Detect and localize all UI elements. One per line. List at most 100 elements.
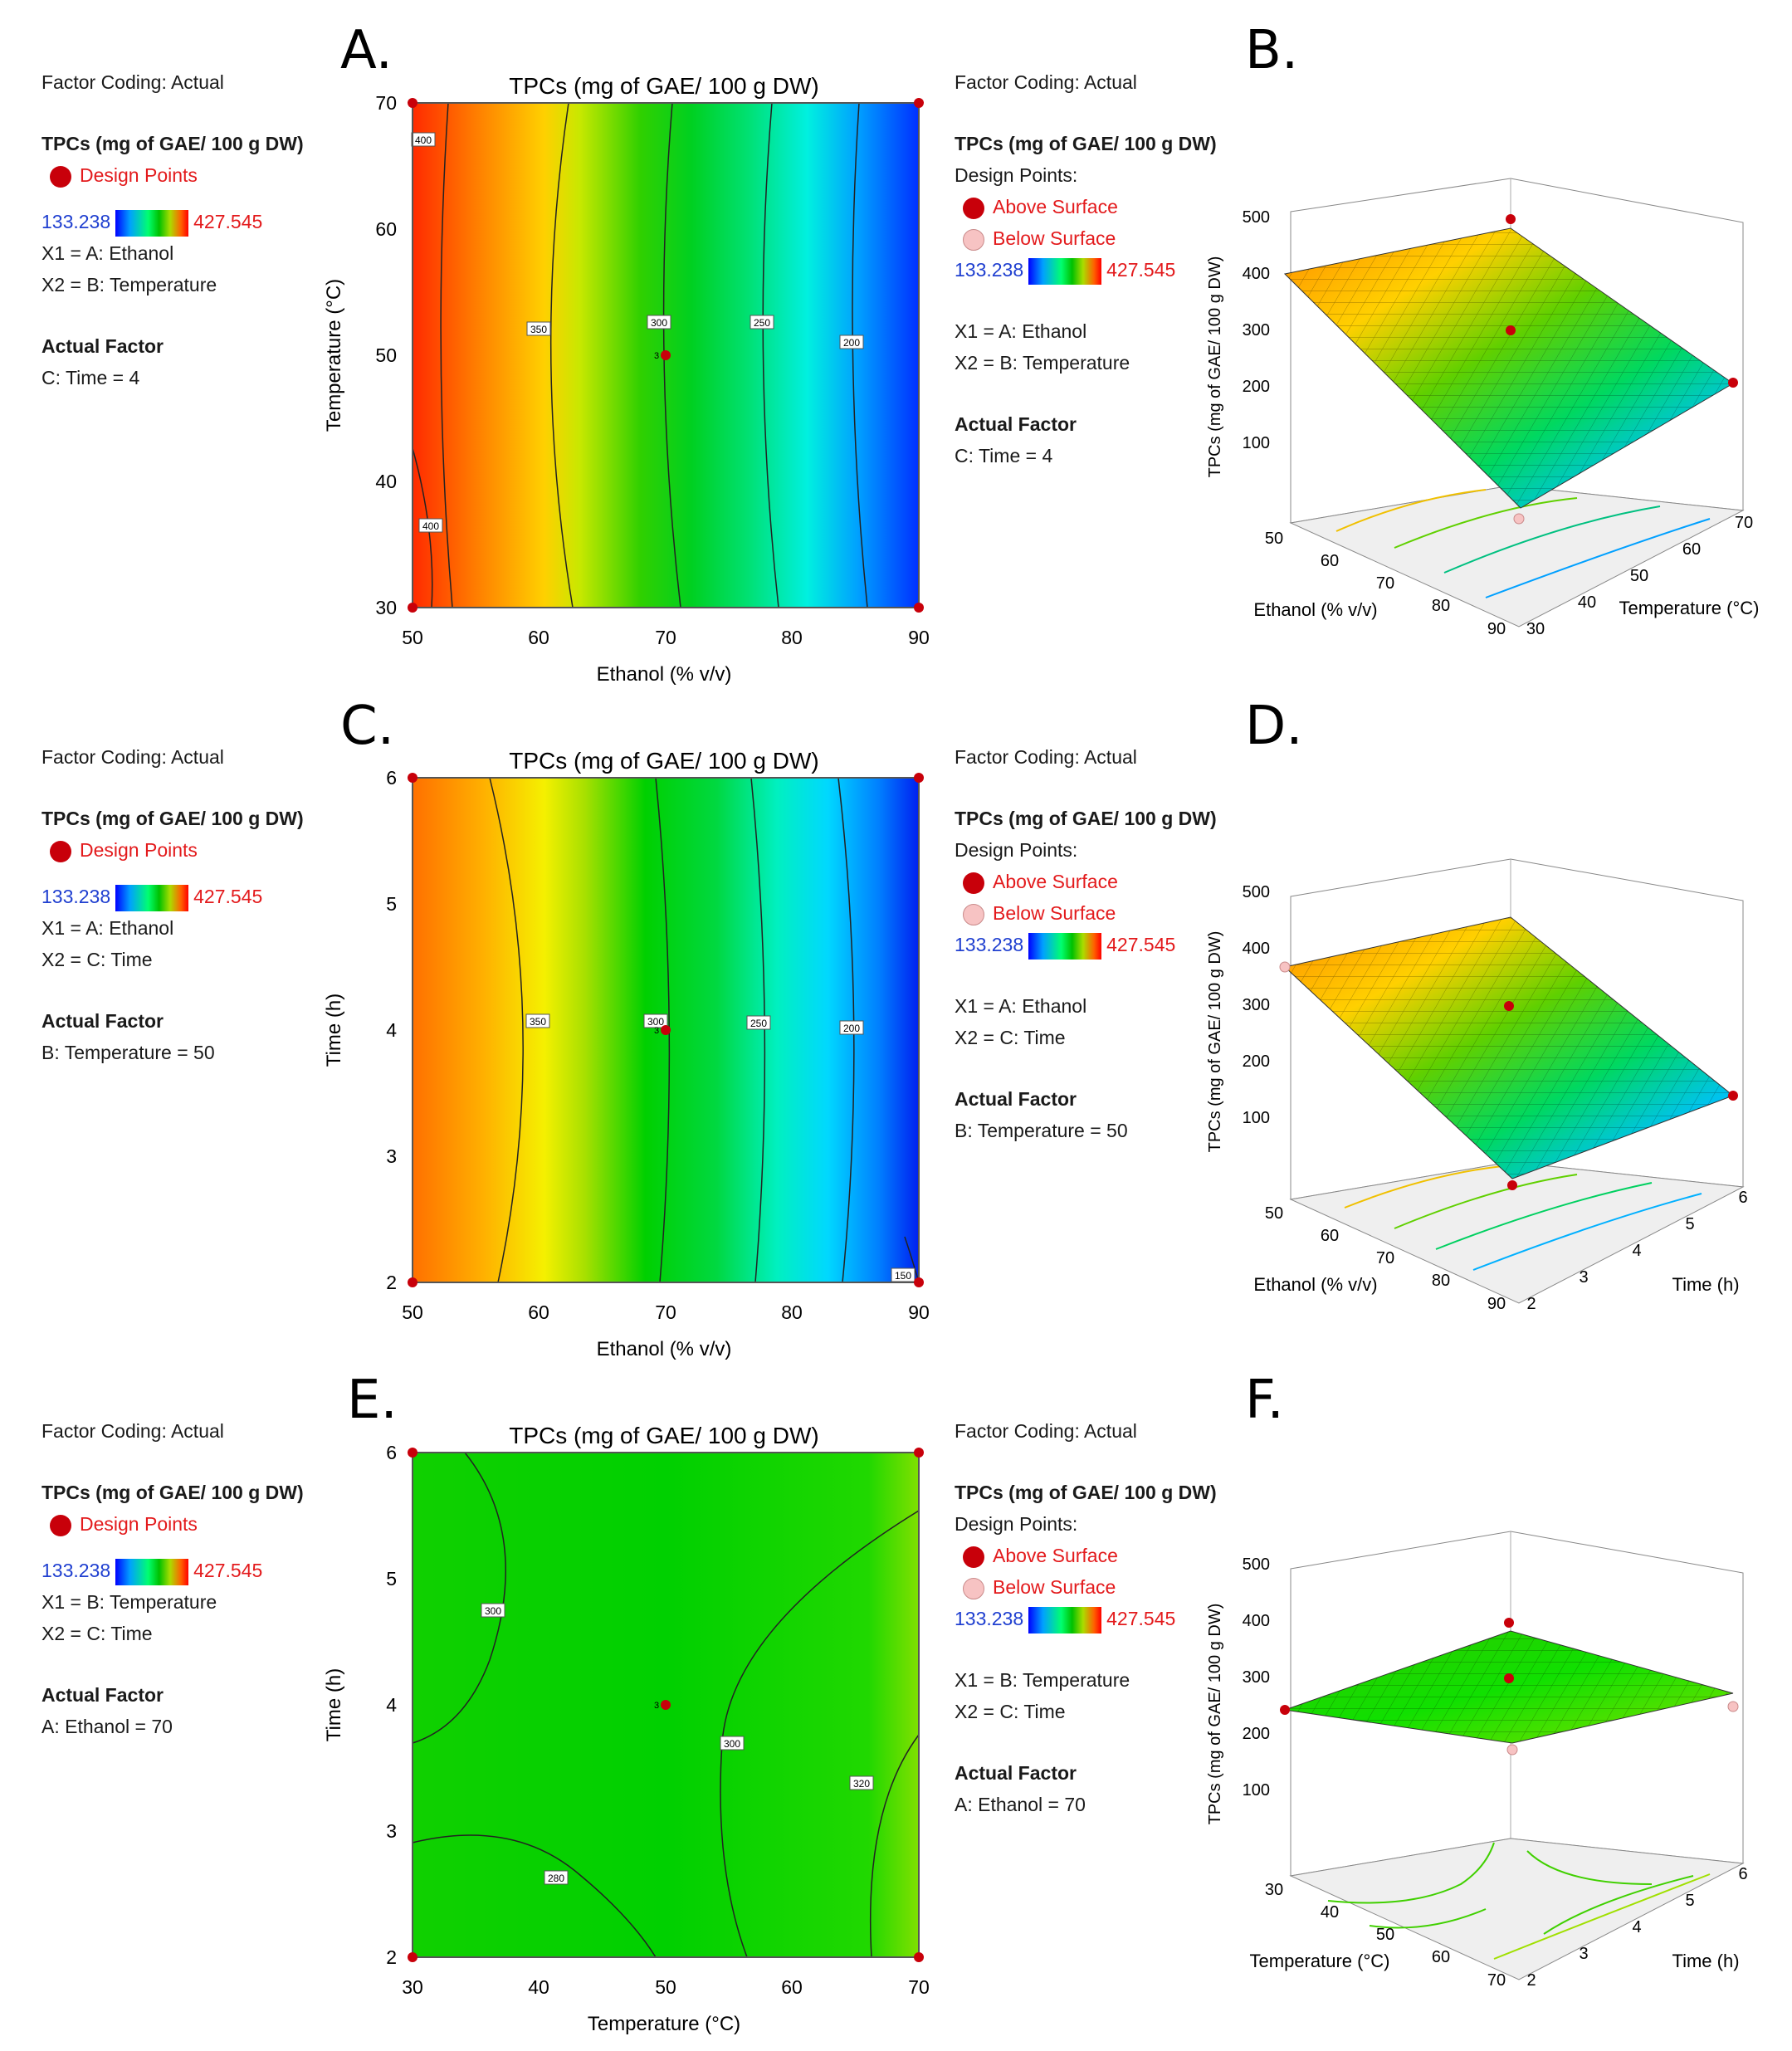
y-tick: 6 [386,767,397,789]
z-tick: 200 [1243,378,1270,396]
box-floor [1289,1161,1745,1304]
x-tick: 70 [1376,574,1394,593]
legend-design-title: Design Points: [955,839,1078,861]
surface-mesh [1285,917,1733,1179]
z-tick: 400 [1243,1612,1270,1630]
legend-coding: Factor Coding: Actual [955,746,1137,768]
panel-letter-a: A. [340,20,393,81]
contour-label: 200 [843,1023,860,1034]
z-tick: 300 [1243,1668,1270,1687]
design-point [914,1448,924,1458]
z-tick: 500 [1243,208,1270,227]
y-tick: 70 [1735,514,1753,532]
x-tick: 60 [528,1301,549,1323]
contour-label-box [849,1775,874,1790]
color-scale-bar [115,1558,189,1585]
floor-contour [1435,1182,1653,1250]
design-point-center [661,1025,671,1035]
y-tick: 6 [1738,1865,1747,1883]
contour-line-320 [869,1734,920,1958]
color-scale-bar [115,209,189,237]
design-point [914,603,924,613]
y-tick: 2 [1526,1971,1536,1990]
y-tick: 3 [1579,1945,1588,1963]
legend-d: Factor Coding: Actual TPCs (mg of GAE/ 1… [955,741,1217,1146]
legend-min: 133.238 [42,886,111,907]
contour-label: 400 [415,134,432,146]
z-tick: 100 [1243,1109,1270,1127]
y-tick: 30 [1526,620,1545,638]
legend-design-points: Design Points [80,164,198,186]
floor-contour [1543,1875,1694,1935]
contour-line-280 [412,1834,657,1958]
contour-label: 300 [485,1605,501,1617]
design-point-center [661,350,671,360]
floor-contour [1394,1174,1578,1229]
x-axis-label: Temperature (°C) [588,2013,740,2035]
design-point [408,603,417,613]
x-tick: 90 [908,1301,930,1323]
plot-frame [412,777,920,1283]
floor-contour [1394,497,1578,549]
y-tick: 2 [1526,1295,1536,1313]
contour-line-250 [762,102,779,608]
y-tick: 50 [375,344,397,366]
plot-frame [412,1452,920,1958]
y-tick: 60 [375,218,397,240]
legend-coding: Factor Coding: Actual [42,1420,224,1442]
x-axis-label: Ethanol (% v/v) [597,1338,732,1360]
legend-max: 427.545 [1106,259,1176,281]
design-point [914,1952,924,1962]
contour-label-box [525,1013,550,1028]
floor-contour [1493,1873,1711,1960]
x-tick: 70 [655,627,676,648]
y-tick: 2 [386,1946,397,1968]
legend-f: Factor Coding: Actual TPCs (mg of GAE/ 1… [955,1415,1217,1820]
legend-actual: A: Ethanol = 70 [955,1794,1086,1815]
contour-line-300-left [412,1452,506,1744]
legend-actual-title: Actual Factor [955,413,1077,435]
legend-actual-title: Actual Factor [42,335,164,357]
legend-coding: Factor Coding: Actual [42,71,224,93]
design-point-below [1506,1744,1518,1756]
design-point-above [1504,1673,1514,1683]
x-tick: 30 [402,1976,423,1998]
surface-plot-f: 500 400 300 200 100 TPCs (mg of GAE/ 100… [1206,1531,1748,1990]
floor-contour [1369,1908,1487,1929]
contour-line-200 [852,102,868,608]
plot-frame [412,102,920,608]
contour-line-400 [440,102,453,608]
legend-design-title: Design Points: [955,1513,1078,1535]
design-point-below [1727,1701,1739,1712]
x-tick: 50 [655,1976,676,1998]
legend-below: Below Surface [993,902,1116,924]
design-point-above [1507,1180,1517,1190]
legend-actual-title: Actual Factor [42,1684,164,1706]
legend-coding: Factor Coding: Actual [955,71,1137,93]
legend-x1: X1 = B: Temperature [42,1591,217,1613]
legend-coding: Factor Coding: Actual [42,746,224,768]
legend-max: 427.545 [1106,1608,1176,1629]
x-tick: 80 [781,627,803,648]
design-point-above [1728,378,1738,388]
design-point-icon [50,165,71,188]
floor-contour [1344,1165,1503,1209]
legend-actual-title: Actual Factor [955,1088,1077,1110]
y-tick: 2 [386,1272,397,1293]
center-point-count: 3 [654,1701,659,1711]
contour-label: 350 [530,324,547,335]
color-scale-bar [115,884,189,911]
legend-max: 427.545 [193,1560,263,1581]
z-tick: 400 [1243,265,1270,283]
design-point [408,773,417,783]
y-tick: 4 [386,1694,397,1716]
y-axis-label: Time (h) [323,1668,345,1741]
x-tick: 80 [1432,597,1450,615]
panel-letter-f: F. [1245,1370,1284,1431]
legend-response: TPCs (mg of GAE/ 100 g DW) [955,808,1217,829]
z-tick: 200 [1243,1052,1270,1071]
z-axis-label: TPCs (mg of GAE/ 100 g DW) [1206,931,1224,1153]
legend-min: 133.238 [42,211,111,232]
design-point [408,1952,417,1962]
